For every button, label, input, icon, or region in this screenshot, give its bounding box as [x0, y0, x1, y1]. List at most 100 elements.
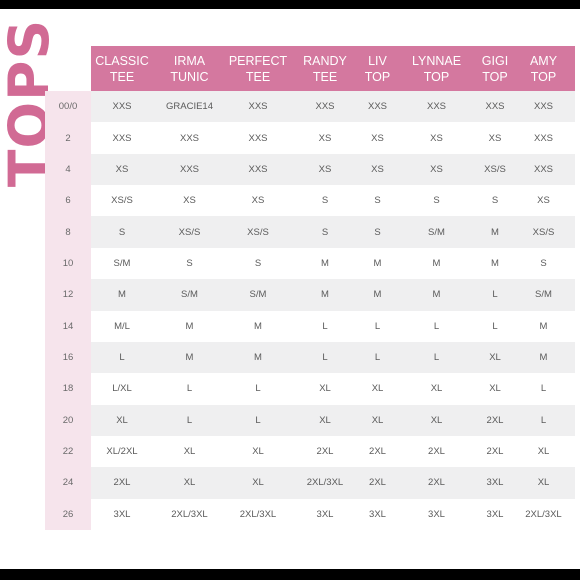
table-cell: S/M	[91, 247, 153, 280]
table-cell: L	[290, 310, 360, 342]
table-row: 10 S/M S S M M M M S	[45, 247, 575, 280]
table-row: 4 XS XXS XXS XS XS XS XS/S XXS	[45, 153, 575, 186]
table-row: 16 L M M L L L XL M	[45, 341, 575, 374]
table-cell: XXS	[360, 91, 395, 123]
table-cell: GRACIE14	[153, 91, 226, 123]
table-cell: 2XL/3XL	[153, 498, 226, 531]
table-cell: S/M	[512, 279, 575, 311]
table-cell: XS/S	[91, 185, 153, 217]
column-header-irma-tunic: IRMA TUNIC	[153, 46, 226, 91]
bottom-border	[0, 569, 580, 580]
table-row: 12 M S/M S/M M M M L S/M	[45, 279, 575, 311]
table-cell: S	[360, 185, 395, 217]
table-cell: M	[360, 279, 395, 311]
table-cell: 2XL	[290, 435, 360, 468]
table-cell: L	[226, 404, 290, 436]
table-cell: M	[512, 310, 575, 342]
table-cell: XL	[478, 341, 512, 374]
table-cell: XS	[290, 122, 360, 154]
table-cell: 3XL	[478, 467, 512, 499]
column-header-amy-top: AMY TOP	[512, 46, 575, 91]
row-size-label: 8	[45, 216, 91, 248]
table-cell: XL	[290, 373, 360, 405]
table-cell: M	[226, 341, 290, 374]
table-row: 6 XS/S XS XS S S S S XS	[45, 185, 575, 217]
table-cell: 2XL	[395, 467, 478, 499]
table-cell: M	[512, 341, 575, 374]
table-cell: S	[153, 247, 226, 280]
header-row: CLASSIC TEE IRMA TUNIC PERFECT TEE RANDY TEE…	[45, 46, 575, 91]
table-cell: XS	[478, 122, 512, 154]
column-header-classic-tee: CLASSIC TEE	[91, 46, 153, 91]
table-cell: XS	[91, 153, 153, 186]
table-cell: XXS	[91, 91, 153, 123]
table-cell: XL	[226, 467, 290, 499]
table-cell: S	[512, 247, 575, 280]
table-cell: S	[290, 185, 360, 217]
table-cell: XXS	[91, 122, 153, 154]
table-cell: 3XL	[395, 498, 478, 531]
table-cell: XS	[360, 122, 395, 154]
table-cell: 3XL	[478, 498, 512, 531]
table-cell: 2XL	[360, 435, 395, 468]
table-cell: S	[395, 185, 478, 217]
row-size-label: 16	[45, 341, 91, 374]
table-cell: XL	[226, 435, 290, 468]
table-cell: S	[290, 216, 360, 248]
table-cell: XL	[91, 404, 153, 436]
table-cell: M	[290, 247, 360, 280]
table-cell: XS	[226, 185, 290, 217]
table-row: 18 L/XL L L XL XL XL XL L	[45, 373, 575, 405]
table-cell: XS	[360, 153, 395, 186]
table-cell: 2XL	[478, 435, 512, 468]
table-row: 20 XL L L XL XL XL 2XL L	[45, 404, 575, 436]
table-cell: 2XL	[91, 467, 153, 499]
table-cell: L	[478, 279, 512, 311]
table-cell: XS	[395, 122, 478, 154]
table-cell: XXS	[153, 122, 226, 154]
table-cell: M	[478, 216, 512, 248]
table-cell: XL	[153, 467, 226, 499]
table-cell: 2XL	[395, 435, 478, 468]
table-cell: XS	[153, 185, 226, 217]
table-cell: 3XL	[290, 498, 360, 531]
table-cell: XL/2XL	[91, 435, 153, 468]
table-cell: S	[478, 185, 512, 217]
table-cell: 2XL	[360, 467, 395, 499]
table-cell: M	[91, 279, 153, 311]
table-cell: 3XL	[91, 498, 153, 531]
table-cell: L	[226, 373, 290, 405]
row-size-label: 20	[45, 404, 91, 436]
table-cell: XL	[512, 435, 575, 468]
table-cell: L	[395, 310, 478, 342]
column-header-lynnae-top: LYNNAE TOP	[395, 46, 478, 91]
table-cell: 3XL	[360, 498, 395, 531]
row-size-label: 12	[45, 279, 91, 311]
table-cell: XXS	[226, 122, 290, 154]
table-cell: L	[512, 404, 575, 436]
table-cell: XL	[290, 404, 360, 436]
column-header-perfect-tee: PERFECT TEE	[226, 46, 290, 91]
table-cell: XXS	[153, 153, 226, 186]
table-cell: XS	[290, 153, 360, 186]
table-cell: L	[395, 341, 478, 374]
table-cell: XS/S	[153, 216, 226, 248]
table-cell: S/M	[153, 279, 226, 311]
table-cell: XXS	[512, 153, 575, 186]
table-cell: XL	[512, 467, 575, 499]
table-cell: 2XL/3XL	[290, 467, 360, 499]
table-cell: XXS	[395, 91, 478, 123]
size-chart-table: CLASSIC TEE IRMA TUNIC PERFECT TEE RANDY TEE…	[45, 46, 575, 531]
table-cell: XL	[395, 404, 478, 436]
table-cell: M	[395, 247, 478, 280]
table-row: 14 M/L M M L L L L M	[45, 310, 575, 342]
table-cell: L	[290, 341, 360, 374]
table-cell: M	[478, 247, 512, 280]
table-cell: M	[226, 310, 290, 342]
table-cell: L	[512, 373, 575, 405]
table-cell: XL	[478, 373, 512, 405]
table-cell: XXS	[226, 91, 290, 123]
table-cell: M	[290, 279, 360, 311]
header-corner	[45, 46, 91, 91]
table-cell: 2XL/3XL	[226, 498, 290, 531]
